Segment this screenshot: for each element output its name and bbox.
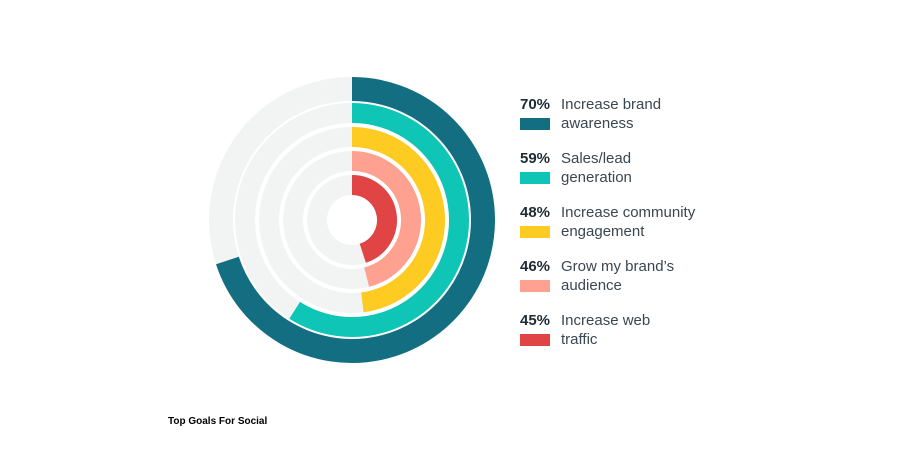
legend-item: 45% Increase web traffic — [520, 312, 650, 349]
legend-label: Grow my brand’s — [561, 258, 675, 275]
legend-percent: 46% — [520, 258, 551, 275]
legend-label: Sales/lead — [561, 150, 632, 167]
legend-percent: 45% — [520, 312, 551, 329]
legend-percent: 59% — [520, 150, 551, 167]
ring-bar — [351, 175, 397, 263]
legend-label: Increase web — [561, 312, 651, 329]
legend-swatch — [520, 118, 550, 130]
legend-percent: 70% — [520, 96, 551, 113]
legend-label-continued: engagement — [561, 223, 645, 240]
legend-item: 46% Grow my brand’s audience — [520, 258, 674, 295]
legend-label-continued: awareness — [561, 115, 634, 132]
ring-bar — [216, 77, 495, 363]
legend-item: 59% Sales/lead generation — [520, 150, 632, 187]
legend-label: Increase community — [561, 204, 696, 221]
legend-swatch — [520, 280, 550, 292]
legend-swatch — [520, 334, 550, 346]
legend-swatch — [520, 172, 550, 184]
legend-label: Increase brand — [561, 96, 662, 113]
legend-item: 48% Increase community engagement — [520, 204, 695, 241]
ring-bar — [351, 151, 421, 287]
legend-item: 70% Increase brand awareness — [520, 96, 661, 133]
ring-bar — [351, 127, 446, 313]
legend-label-continued: audience — [561, 277, 622, 294]
legend-label-continued: generation — [561, 169, 632, 186]
legend-label-continued: traffic — [561, 331, 598, 348]
chart-title: Top Goals For Social — [168, 416, 268, 427]
legend-percent: 48% — [520, 204, 551, 221]
ring-bar — [289, 103, 470, 337]
legend-swatch — [520, 226, 550, 238]
